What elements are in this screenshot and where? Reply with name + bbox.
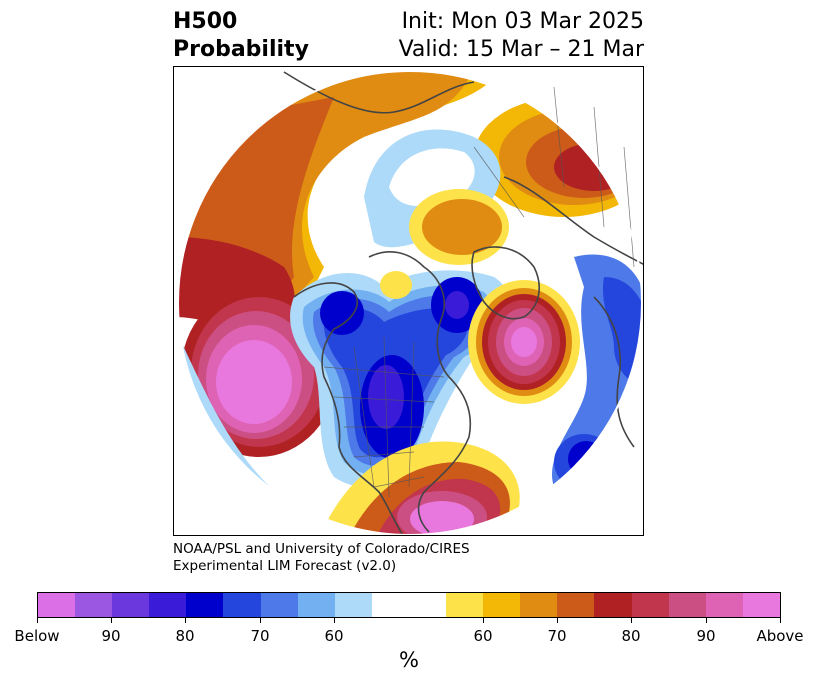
colorbar-swatch [112,593,150,617]
colorbar-swatch [186,593,224,617]
forecast-dates: Init: Mon 03 Mar 2025 Valid: 15 Mar – 21… [399,8,644,64]
colorbar [37,592,781,618]
valid-date: Valid: 15 Mar – 21 Mar [398,37,644,62]
state-lines-vertical [353,336,415,498]
colorbar-tickmark [185,618,186,623]
anomaly-above-siberia-80 [554,143,634,191]
colorbar-swatch [149,593,187,617]
anomaly-below-greenland-core [445,291,469,319]
init-date: Init: Mon 03 Mar 2025 [401,9,644,34]
colorbar-tickmark [37,618,38,623]
colorbar-swatch [742,593,780,617]
colorbar-swatch [631,593,669,617]
na-west-coast [293,282,404,535]
colorbar-tick-label: 70 [547,627,567,645]
greenland-coast [471,246,540,320]
anomaly-above-pacific-95 [216,340,292,424]
colorbar-swatch [668,593,706,617]
eurasia-north-coast [503,176,643,265]
colorbar-tickmark [111,618,112,623]
credit-line-1: NOAA/PSL and University of Colorado/CIRE… [173,541,470,557]
title-line-2: Probability [173,37,309,62]
colorbar-tick-label: 60 [324,627,344,645]
colorbar-swatch [38,593,76,617]
colorbar-swatch [334,593,372,617]
anomaly-below-atlantic-south-core [568,441,604,477]
colorbar-swatch [520,593,558,617]
colorbar-swatch [557,593,595,617]
credit: NOAA/PSL and University of Colorado/CIRE… [173,541,470,575]
colorbar-swatch [705,593,743,617]
colorbar-tickmark [631,618,632,623]
colorbar-swatch [75,593,113,617]
colorbar-swatch [371,593,409,617]
colorbar-swatch [297,593,335,617]
colorbar-tick-label: Above [756,627,804,645]
state-lines [323,366,445,488]
colorbar-tick-label: 90 [696,627,716,645]
colorbar-swatch [594,593,632,617]
anomaly-above-arctic-orange [422,199,502,255]
colorbar-swatch [483,593,521,617]
na-east-coast [368,251,472,533]
colorbar-tickmark [483,618,484,623]
colorbar-swatch [446,593,484,617]
title-line-1: H500 [173,9,238,34]
map-title: H500 Probability [173,8,309,64]
colorbar-tick-label: 80 [175,627,195,645]
polar-map [173,66,644,536]
colorbar-swatch [260,593,298,617]
colorbar-tickmark [706,618,707,623]
probability-map-svg [177,70,643,535]
credit-line-2: Experimental LIM Forecast (v2.0) [173,558,397,574]
coastlines [283,71,643,535]
colorbar-tickmark [334,618,335,623]
colorbar-swatch [408,593,447,617]
colorbar-unit: % [399,648,419,672]
colorbar-tickmark [557,618,558,623]
anomaly-above-atlantic-95 [511,327,537,357]
colorbar-tickmark [780,618,781,623]
colorbar-tick-label: Below [14,627,60,645]
europe-west-coast [593,296,635,448]
colorbar-swatch [223,593,261,617]
anomaly-above-small-yellow [380,271,412,299]
colorbar-tickmark [260,618,261,623]
anomaly-below-alaska [320,291,364,335]
colorbar-tick-label: 60 [473,627,493,645]
disc-edge [177,70,643,535]
colorbar-tick-label: 80 [621,627,641,645]
colorbar-tick-label: 90 [101,627,121,645]
colorbar-tick-label: 70 [250,627,270,645]
